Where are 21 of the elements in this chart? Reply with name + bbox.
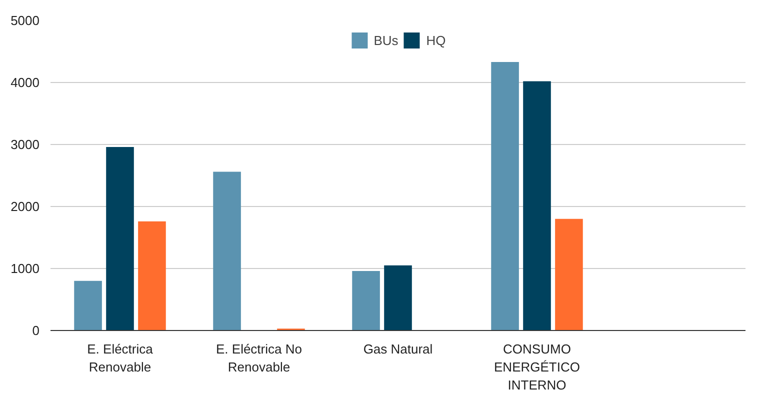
bar — [491, 62, 519, 330]
bar — [352, 270, 380, 330]
y-tick-label: 1000 — [10, 261, 40, 276]
y-tick-label: 0 — [32, 323, 40, 338]
x-tick-label: Gas Natural — [363, 342, 433, 356]
legend-label: HQ — [426, 32, 446, 48]
y-tick-label: 3000 — [10, 137, 40, 152]
bar — [523, 81, 551, 330]
bar — [384, 265, 412, 330]
y-tick-label: 4000 — [10, 75, 40, 90]
legend-label: BUs — [374, 32, 398, 48]
y-tick-label: 5000 — [10, 13, 40, 28]
x-tick-label: E. Eléctrica Renovable — [87, 342, 154, 374]
x-tick-label: CONSUMO ENERGÉTICO INTERNO — [494, 342, 580, 392]
bar — [74, 280, 102, 330]
bar — [138, 221, 166, 330]
bar — [555, 218, 583, 330]
bar — [213, 172, 241, 330]
x-tick-label: E. Eléctrica No Renovable — [216, 342, 302, 374]
bar — [106, 146, 134, 330]
y-tick-label: 2000 — [10, 199, 40, 214]
